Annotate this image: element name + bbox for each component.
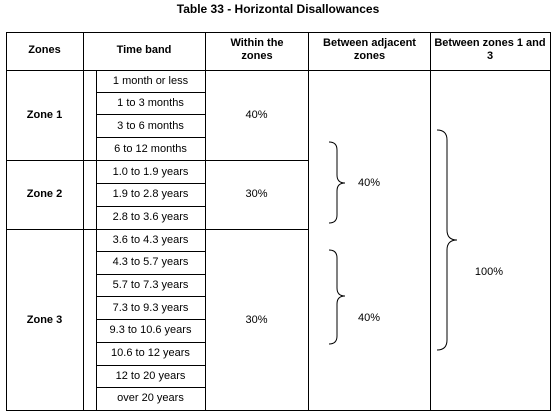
time-band-cell: 1 month or less — [112, 75, 189, 87]
header-within-zones: Within the zones — [230, 37, 284, 62]
brace-zone1-zone3 — [436, 129, 458, 351]
time-band-cell: 7.3 to 9.3 years — [112, 302, 189, 314]
time-band-cell: 6 to 12 months — [114, 143, 187, 155]
zone-3-label: Zone 3 — [26, 314, 63, 326]
adjacent-zone1-zone2-value: 40% — [357, 177, 381, 189]
zone1-zone3-value: 100% — [474, 266, 504, 278]
header-zones: Zones — [28, 44, 61, 56]
time-band-cell: 5.7 to 7.3 years — [112, 279, 189, 291]
zone-1-label: Zone 1 — [26, 109, 63, 121]
header-between-adjacent: Between adjacent zones — [323, 37, 416, 62]
adjacent-zone2-zone3-value: 40% — [357, 312, 381, 324]
header-time-band: Time band — [116, 44, 172, 56]
brace-zone2-zone3 — [328, 249, 346, 345]
within-zone-2-value: 30% — [245, 188, 268, 200]
time-band-cell: 1.0 to 1.9 years — [112, 166, 189, 178]
time-band-cell: 2.8 to 3.6 years — [112, 211, 189, 223]
header-between-zones-1-3: Between zones 1 and 3 — [434, 37, 546, 62]
zone-2-label: Zone 2 — [26, 188, 63, 200]
time-band-cell: 3.6 to 4.3 years — [112, 234, 189, 246]
within-zone-1-value: 40% — [245, 109, 268, 121]
time-band-cell: 1 to 3 months — [117, 97, 184, 109]
time-band-cell: 3 to 6 months — [117, 120, 184, 132]
within-zone-3-value: 30% — [245, 314, 268, 326]
time-band-cell: 10.6 to 12 years — [111, 347, 190, 359]
time-band-cell: 9.3 to 10.6 years — [109, 324, 192, 336]
time-band-cell: 12 to 20 years — [115, 370, 186, 382]
table-title: Table 33 - Horizontal Disallowances — [176, 2, 380, 16]
time-band-cell: 4.3 to 5.7 years — [112, 256, 189, 268]
time-band-cell: over 20 years — [117, 392, 184, 404]
brace-zone1-zone2 — [328, 141, 346, 224]
time-band-cell: 1.9 to 2.8 years — [112, 188, 189, 200]
